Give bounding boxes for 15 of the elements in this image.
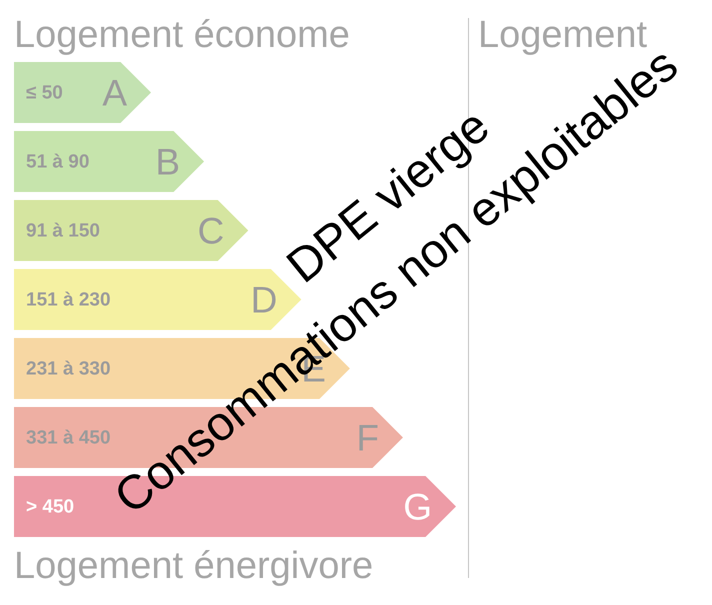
y-tick-label: 331 à 450 <box>26 427 111 448</box>
annotation: B <box>155 141 180 182</box>
text: Logement énergivore <box>14 545 374 587</box>
text: Logement <box>478 14 648 56</box>
y-tick-label: 151 à 230 <box>26 289 111 310</box>
annotation: G <box>403 486 432 527</box>
y-tick-label: 231 à 330 <box>26 358 111 379</box>
annotation: A <box>102 72 128 113</box>
y-tick-label: 51 à 90 <box>26 151 90 172</box>
y-tick-label: > 450 <box>26 496 74 517</box>
y-tick-label: 91 à 150 <box>26 220 100 241</box>
text: Logement économe <box>14 14 350 56</box>
bar <box>14 200 248 261</box>
annotation: C <box>198 210 224 251</box>
y-tick-label: ≤ 50 <box>26 82 63 103</box>
